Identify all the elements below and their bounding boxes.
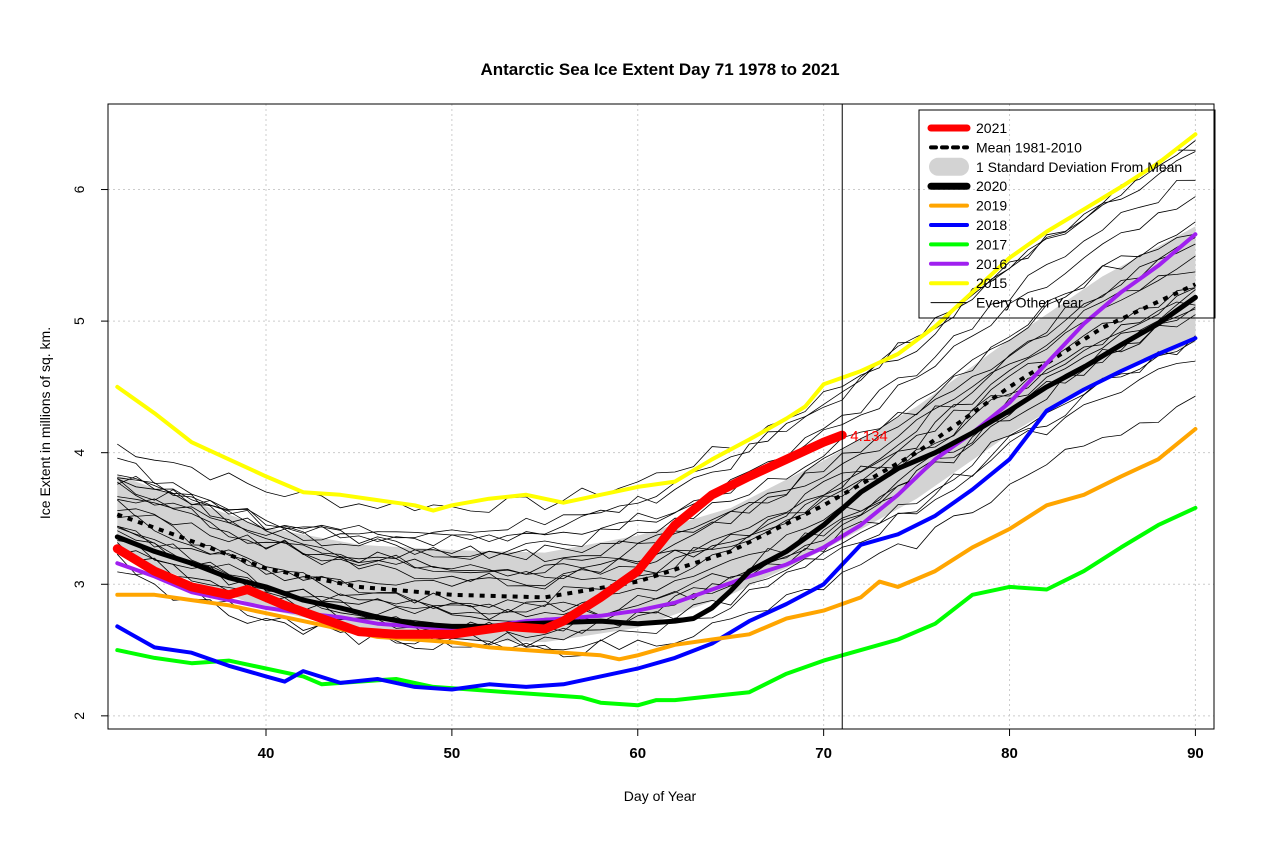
y-tick-label: 5 [71,317,87,325]
mean-line [116,282,1197,600]
legend-label: 1 Standard Deviation From Mean [976,159,1182,175]
chart-title: Antarctic Sea Ice Extent Day 71 1978 to … [480,60,840,79]
x-axis-label: Day of Year [623,788,697,804]
legend-label: Every Other Year [976,295,1083,311]
background-year-line [117,287,1196,590]
current-value-label: 4.134 [850,428,888,445]
background-year-line [117,339,1196,620]
series-line-2018 [115,336,1198,692]
legend-label: 2015 [976,275,1007,291]
y-tick-label: 6 [71,185,87,193]
series-line-2021 [112,430,847,639]
series-line-2020 [114,294,1198,629]
x-tick-label: 90 [1187,745,1204,762]
background-year-line [117,149,1196,543]
std-band [117,226,1196,643]
legend-label: 2018 [976,217,1007,233]
x-tick-label: 70 [815,745,832,762]
legend-label: 2021 [976,120,1007,136]
y-tick-label: 3 [71,580,87,588]
background-year-line [117,233,1196,561]
x-tick-label: 80 [1001,745,1018,762]
x-tick-label: 40 [258,745,275,762]
series-line-2017 [115,505,1198,708]
legend-label: 2016 [976,256,1007,272]
background-year-line [117,335,1196,651]
x-tick-label: 60 [629,745,646,762]
x-tick-label: 50 [444,745,461,762]
background-year-line [117,196,1196,547]
legend-label: 2020 [976,178,1007,194]
legend-box [918,109,1216,319]
legend-swatch [929,157,969,176]
legend-label: 2017 [976,236,1007,252]
series-line-2015 [115,132,1198,513]
plot-border [107,103,1215,730]
plot-area [112,132,1198,708]
y-tick-label: 4 [71,449,87,457]
background-year-line [117,140,1196,539]
legend-label: Mean 1981-2010 [976,139,1082,155]
y-tick-label: 2 [71,712,87,720]
y-axis-label: Ice Extent in millions of sq. km. [37,326,53,520]
series-line-2019 [115,427,1198,662]
background-year-line [117,151,1196,513]
legend-label: 2019 [976,198,1007,214]
background-year-line [117,301,1196,580]
